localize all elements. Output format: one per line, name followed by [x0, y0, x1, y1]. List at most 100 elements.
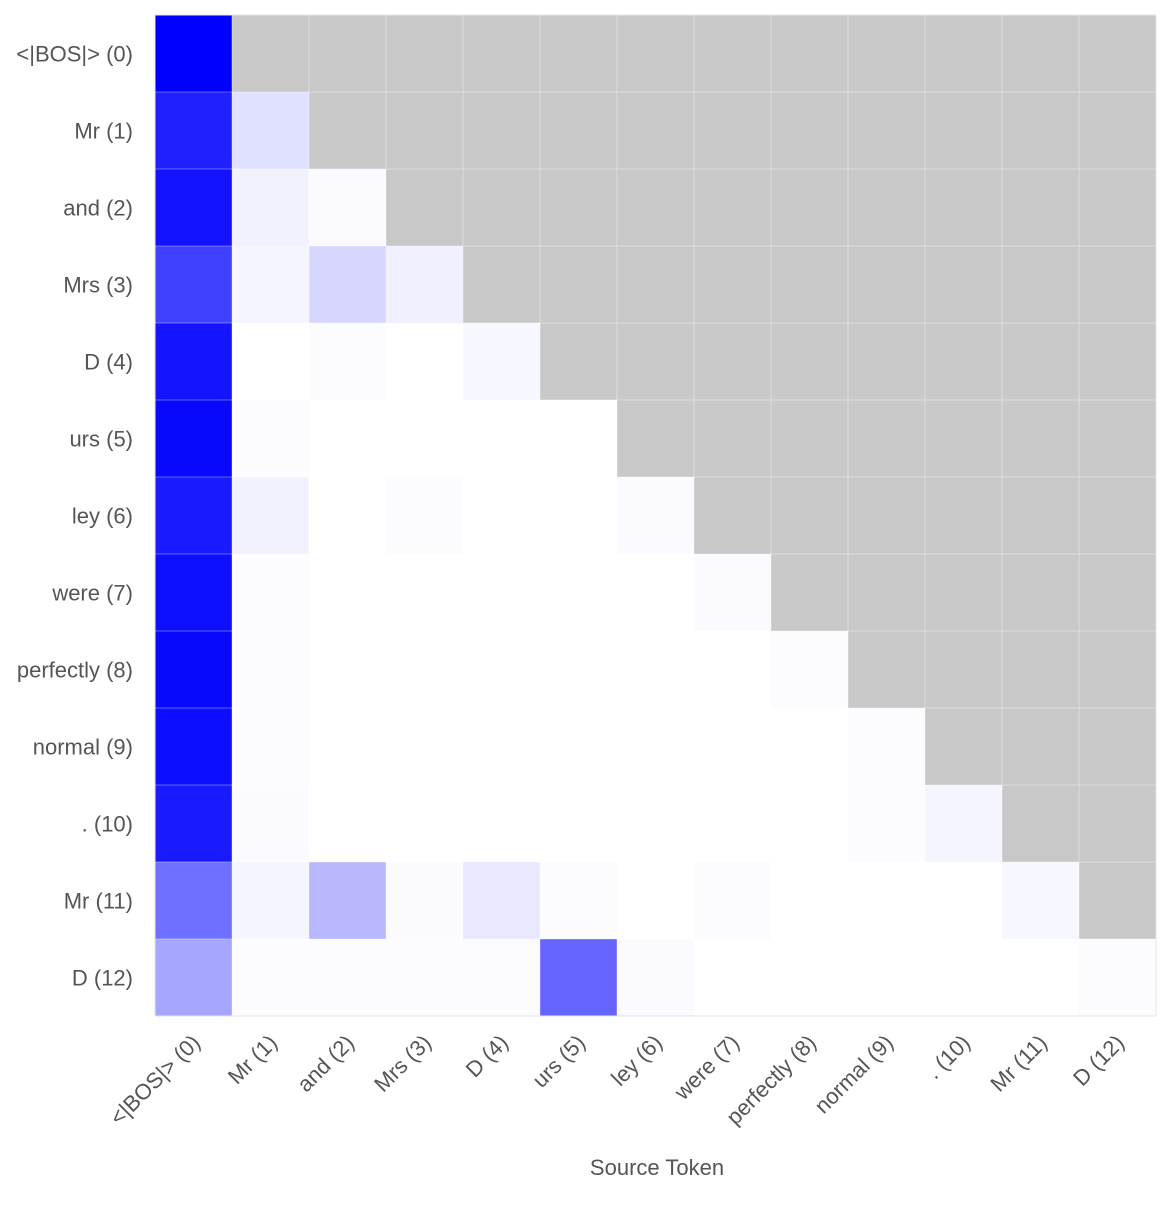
heatmap-cell [694, 862, 771, 939]
heatmap-cell-masked [925, 246, 1002, 323]
heatmap-cell [309, 477, 386, 554]
heatmap-gridlines [154, 14, 1157, 1017]
heatmap-cell [694, 631, 771, 708]
heatmap-cell [309, 708, 386, 785]
heatmap-cell [617, 785, 694, 862]
heatmap-cell [540, 862, 617, 939]
heatmap-cell [386, 400, 463, 477]
heatmap-cell-masked [848, 169, 925, 246]
heatmap-cell-masked [1079, 169, 1156, 246]
heatmap-cells [155, 15, 1156, 1016]
x-tick-labels: <|BOS|> (0) Mr (1) and (2) Mrs (3) D (4) urs … [105, 1030, 1129, 1130]
heatmap-cell [309, 323, 386, 400]
heatmap-cell-masked [848, 477, 925, 554]
heatmap-cell [1002, 939, 1079, 1016]
heatmap-cell [617, 477, 694, 554]
heatmap-cell [463, 708, 540, 785]
heatmap-cell [463, 477, 540, 554]
heatmap-cell [232, 862, 309, 939]
heatmap-cell-masked [771, 15, 848, 92]
heatmap-cell-masked [1079, 862, 1156, 939]
heatmap-cell-masked [617, 400, 694, 477]
heatmap-cell [155, 92, 232, 169]
heatmap-cell-masked [848, 631, 925, 708]
heatmap-cell [309, 862, 386, 939]
heatmap-cell-masked [617, 169, 694, 246]
heatmap-cell-masked [771, 169, 848, 246]
heatmap-cell [463, 785, 540, 862]
heatmap-cell [540, 785, 617, 862]
heatmap-cell [232, 554, 309, 631]
heatmap-cell-masked [309, 92, 386, 169]
heatmap-cell-masked [1002, 400, 1079, 477]
heatmap-cell-masked [386, 15, 463, 92]
heatmap-cell [694, 554, 771, 631]
heatmap-cell [386, 939, 463, 1016]
heatmap-cell-masked [925, 400, 1002, 477]
heatmap-cell-masked [771, 554, 848, 631]
x-tick-label: <|BOS|> (0) [105, 1030, 205, 1130]
heatmap-cell [925, 785, 1002, 862]
heatmap-cell-masked [925, 323, 1002, 400]
heatmap-cell [155, 15, 232, 92]
heatmap-cell [848, 939, 925, 1016]
heatmap-cell-masked [848, 323, 925, 400]
heatmap-cell [694, 785, 771, 862]
heatmap-cell-masked [694, 169, 771, 246]
x-tick-label: D (4) [461, 1030, 513, 1082]
heatmap-cell [232, 92, 309, 169]
heatmap-cell [463, 400, 540, 477]
y-tick-label: were (7) [51, 581, 133, 606]
heatmap-cell [232, 631, 309, 708]
heatmap-cell [155, 169, 232, 246]
heatmap-cell-masked [925, 554, 1002, 631]
heatmap-cell-masked [925, 169, 1002, 246]
heatmap-cell [540, 631, 617, 708]
heatmap-cell [617, 554, 694, 631]
heatmap-cell-masked [848, 246, 925, 323]
heatmap-cell-masked [925, 477, 1002, 554]
heatmap-cell-masked [848, 400, 925, 477]
heatmap-cell [155, 554, 232, 631]
y-tick-label: <|BOS|> (0) [16, 42, 133, 67]
heatmap-cell-masked [771, 477, 848, 554]
heatmap-cell-masked [617, 15, 694, 92]
heatmap-cell-masked [617, 246, 694, 323]
heatmap-cell-masked [463, 246, 540, 323]
heatmap-cell-masked [1079, 92, 1156, 169]
x-tick-label: urs (5) [527, 1030, 590, 1093]
x-tick-label: . (10) [921, 1030, 975, 1084]
heatmap-cell-masked [1002, 631, 1079, 708]
y-tick-label: D (4) [84, 350, 133, 375]
heatmap-cell [232, 323, 309, 400]
heatmap-cell [386, 708, 463, 785]
heatmap-cell-masked [1079, 15, 1156, 92]
heatmap-cell-masked [848, 554, 925, 631]
x-tick-label: were (7) [669, 1030, 744, 1105]
heatmap-cell [617, 631, 694, 708]
heatmap-cell-masked [463, 92, 540, 169]
heatmap-cell-masked [1002, 785, 1079, 862]
heatmap-cell [386, 477, 463, 554]
y-tick-label: Mr (11) [64, 889, 133, 914]
heatmap-cell-masked [848, 92, 925, 169]
heatmap-cell-masked [771, 92, 848, 169]
heatmap-cell [155, 631, 232, 708]
heatmap-cell [155, 400, 232, 477]
heatmap-cell [386, 554, 463, 631]
heatmap-cell [617, 708, 694, 785]
heatmap-cell [463, 631, 540, 708]
heatmap-cell [463, 862, 540, 939]
x-tick-label: Mrs (3) [369, 1030, 436, 1097]
y-tick-label: urs (5) [69, 427, 133, 452]
heatmap-cell-masked [1079, 477, 1156, 554]
heatmap-cell-masked [540, 92, 617, 169]
heatmap-cell [155, 862, 232, 939]
heatmap-cell [232, 246, 309, 323]
heatmap-cell-masked [463, 15, 540, 92]
heatmap-cell-masked [1079, 708, 1156, 785]
heatmap-cell-masked [694, 400, 771, 477]
heatmap-cell-masked [1002, 554, 1079, 631]
heatmap-cell-masked [1079, 400, 1156, 477]
